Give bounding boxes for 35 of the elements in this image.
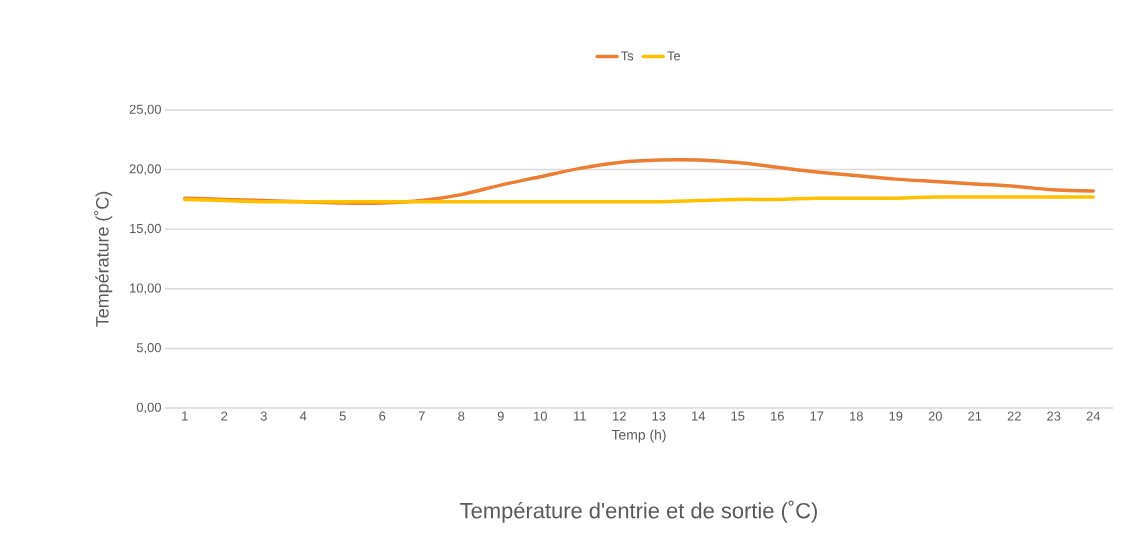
y-tick-label: 0,00	[136, 402, 161, 414]
y-tick-label: 15,00	[130, 223, 161, 235]
x-tick-label: 21	[968, 411, 982, 421]
legend-label: Ts	[621, 51, 634, 61]
x-tick-label: 19	[889, 411, 903, 421]
x-axis-title: Temp (h)	[611, 429, 666, 443]
x-tick-label: 13	[652, 411, 666, 421]
y-tick-label: 10,00	[130, 283, 161, 295]
text: Température d'entrie et de sortie (˚C)	[460, 500, 817, 523]
x-tick-label: 1	[182, 411, 188, 421]
x-tick-label: 18	[850, 411, 863, 421]
x-tick-label: 9	[497, 411, 504, 421]
x-tick-label: 3	[260, 411, 267, 421]
x-tick-label: 5	[339, 411, 346, 421]
x-tick-label: 4	[299, 411, 307, 421]
x-tick-label: 23	[1047, 411, 1061, 421]
x-tick-label: 6	[379, 411, 386, 421]
x-tick-label: 17	[810, 411, 824, 421]
x-tick-label: 8	[458, 411, 465, 421]
x-tick-label: 2	[221, 411, 228, 421]
y-tick-label: 20,00	[129, 164, 161, 175]
y-tick-label: 5,00	[136, 343, 161, 354]
x-tick-label: 14	[692, 411, 706, 421]
x-tick-label: 7	[418, 411, 425, 421]
x-tick-label: 15	[731, 411, 745, 421]
x-tick-label: 12	[613, 411, 626, 421]
x-tick-label: 24	[1086, 411, 1101, 421]
y-tick-label: 25,00	[129, 104, 161, 116]
x-tick-label: 20	[928, 411, 942, 421]
x-tick-label: 16	[771, 411, 784, 421]
y-axis-title: Température (˚C)	[94, 191, 113, 327]
legend-label: Te	[667, 51, 681, 61]
x-tick-label: 11	[574, 411, 586, 421]
x-tick-label: 22	[1007, 411, 1021, 421]
x-tick-label: 10	[534, 411, 547, 421]
